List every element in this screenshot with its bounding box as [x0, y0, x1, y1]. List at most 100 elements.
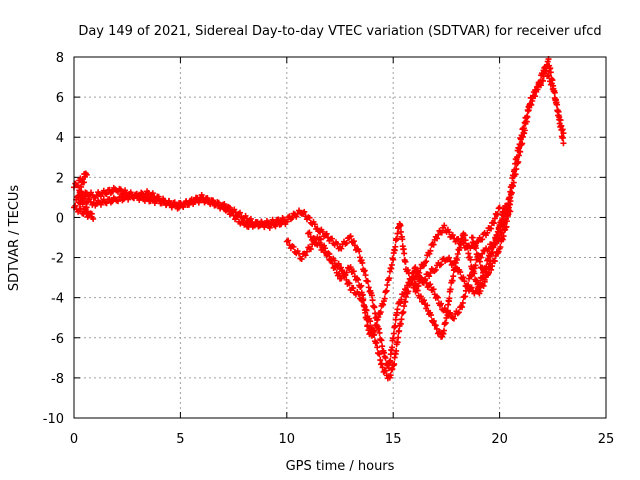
- data-point: [485, 270, 492, 277]
- data-point: [225, 206, 232, 213]
- data-point: [321, 245, 328, 252]
- data-point: [489, 249, 496, 256]
- data-point: [371, 331, 378, 338]
- data-point: [495, 248, 502, 255]
- x-tick-label: 0: [70, 432, 78, 447]
- data-point: [130, 195, 137, 202]
- data-point: [393, 235, 400, 242]
- data-point: [496, 204, 503, 211]
- data-point: [272, 220, 279, 227]
- data-point: [479, 264, 486, 271]
- data-point: [508, 189, 515, 196]
- data-point: [290, 243, 297, 250]
- y-tick-label: -6: [51, 332, 64, 347]
- chart-title: Day 149 of 2021, Sidereal Day-to-day VTE…: [78, 24, 601, 39]
- data-point: [82, 170, 89, 177]
- data-point: [395, 334, 402, 341]
- data-point: [391, 360, 398, 367]
- data-point: [479, 250, 486, 257]
- data-point: [72, 202, 79, 209]
- data-point: [376, 329, 383, 336]
- data-point: [338, 245, 345, 252]
- data-point: [447, 286, 454, 293]
- data-point: [498, 217, 505, 224]
- data-point: [373, 322, 380, 329]
- y-tick-label: 6: [56, 91, 64, 106]
- data-point: [446, 254, 453, 261]
- data-point: [432, 266, 439, 273]
- data-point: [80, 205, 87, 212]
- data-point: [438, 261, 445, 268]
- data-point: [557, 117, 564, 124]
- data-point: [432, 322, 439, 329]
- data-point: [393, 347, 400, 354]
- data-point: [433, 235, 440, 242]
- data-point: [367, 318, 374, 325]
- data-point: [319, 228, 326, 235]
- y-tick-label: -8: [51, 372, 64, 387]
- data-point: [446, 229, 453, 236]
- data-point: [495, 231, 502, 238]
- data-point: [495, 205, 502, 212]
- data-point: [387, 357, 394, 364]
- data-point: [401, 250, 408, 257]
- data-point: [386, 275, 393, 282]
- data-point: [363, 307, 370, 314]
- data-point: [155, 193, 162, 200]
- data-point: [423, 258, 430, 265]
- data-point: [468, 284, 475, 291]
- data-point: [462, 237, 469, 244]
- data-point: [311, 221, 318, 228]
- data-point: [426, 250, 433, 257]
- data-point: [81, 173, 88, 180]
- data-point: [117, 186, 124, 193]
- data-point: [547, 69, 554, 76]
- data-point: [364, 278, 371, 285]
- data-point: [546, 72, 553, 79]
- data-point: [422, 276, 429, 283]
- data-point: [430, 286, 437, 293]
- data-point: [362, 272, 369, 279]
- data-point: [338, 264, 345, 271]
- data-point: [515, 158, 522, 165]
- data-point: [258, 218, 265, 225]
- data-point: [149, 190, 156, 197]
- data-point: [485, 246, 492, 253]
- data-point: [97, 193, 104, 200]
- data-point: [360, 302, 367, 309]
- data-point: [351, 242, 358, 249]
- data-point: [293, 213, 300, 220]
- data-point: [311, 235, 318, 242]
- data-point: [349, 239, 356, 246]
- data-point: [440, 327, 447, 334]
- data-point: [420, 262, 427, 269]
- x-tick-label: 5: [176, 432, 184, 447]
- data-point: [421, 297, 428, 304]
- data-point: [405, 288, 412, 295]
- data-point: [198, 191, 205, 198]
- plot-frame: [73, 56, 607, 419]
- data-point: [533, 87, 540, 94]
- data-point: [517, 148, 524, 155]
- data-point: [468, 272, 475, 279]
- y-tick-label: 8: [56, 51, 64, 66]
- x-tick-label: 15: [385, 432, 402, 447]
- data-point: [350, 268, 357, 275]
- data-point: [464, 244, 471, 251]
- data-point: [512, 171, 519, 178]
- data-point: [390, 330, 397, 337]
- data-point: [469, 234, 476, 241]
- data-point: [477, 288, 484, 294]
- data-point: [355, 290, 362, 297]
- data-point: [500, 233, 507, 240]
- data-point: [457, 269, 464, 276]
- data-point: [402, 258, 409, 265]
- data-point: [301, 208, 308, 215]
- data-point: [427, 247, 434, 254]
- data-point: [219, 202, 226, 209]
- data-point: [394, 306, 401, 313]
- data-point: [283, 218, 290, 225]
- data-point: [553, 101, 560, 108]
- data-point: [387, 372, 394, 379]
- data-point: [397, 300, 404, 307]
